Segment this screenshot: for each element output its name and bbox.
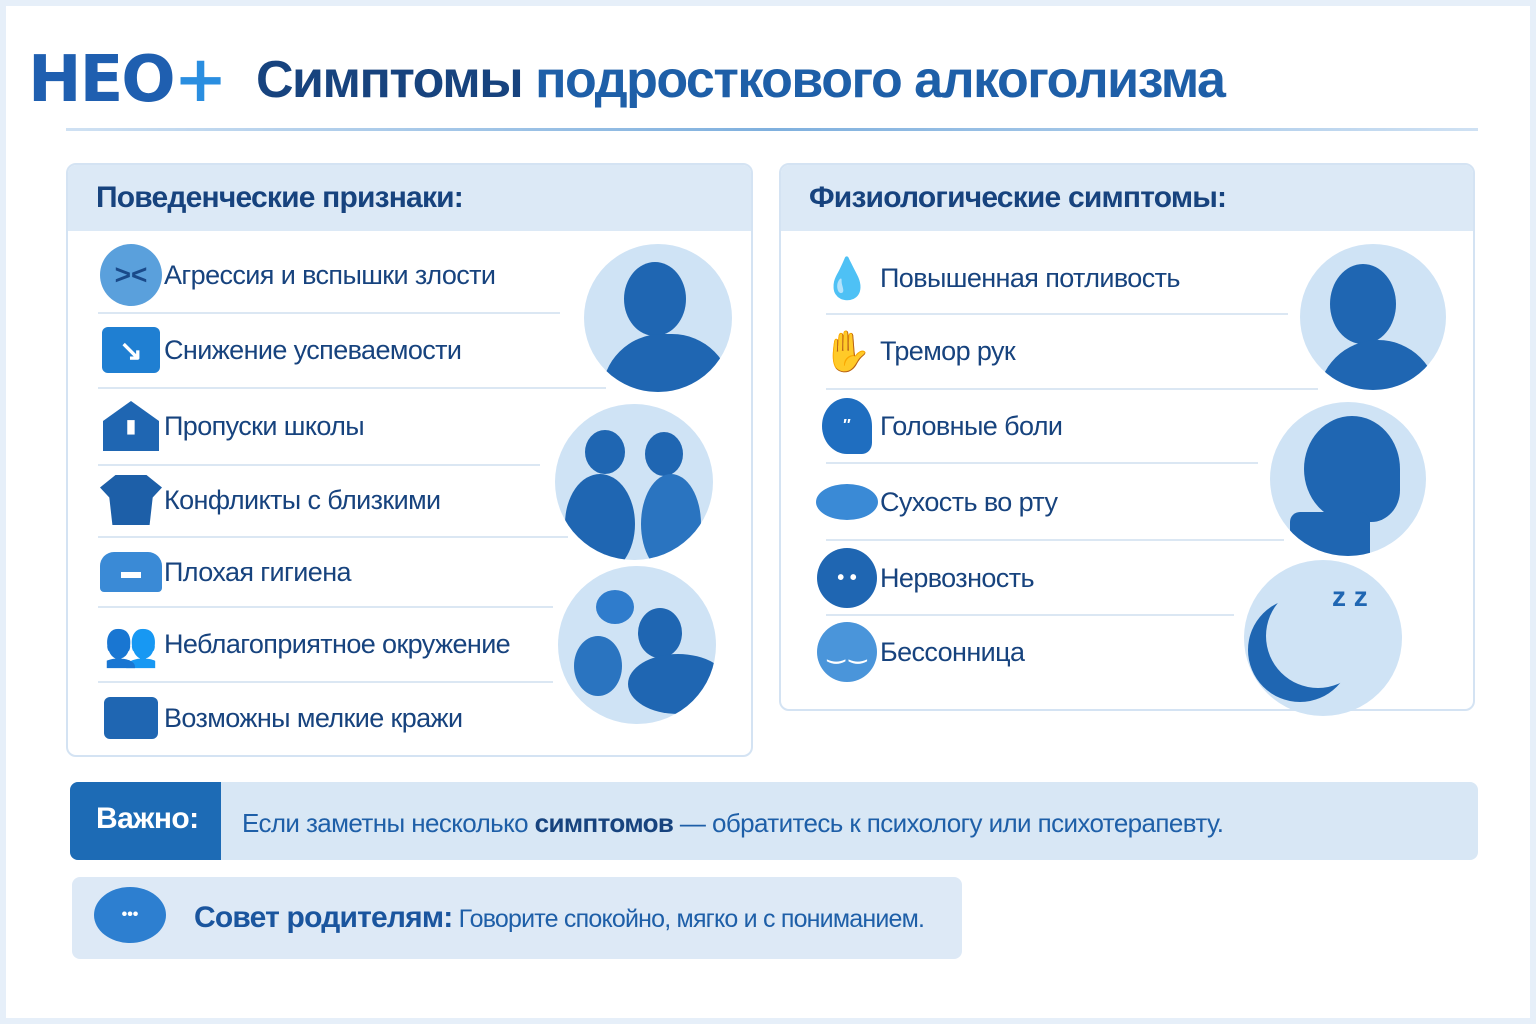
list-item: ✋ Тремор рук	[814, 321, 1016, 381]
divider	[826, 313, 1288, 315]
zzz-icon: z z	[1332, 581, 1368, 612]
list-item: • • Нервозность	[814, 548, 1035, 608]
divider	[98, 464, 540, 466]
list-item: ‿ ‿ Бессонница	[814, 622, 1025, 682]
conflict-illustration	[555, 404, 713, 560]
divider	[826, 462, 1258, 464]
divider	[98, 681, 553, 683]
chat-bubbles-icon: •••	[94, 887, 166, 943]
important-tag: Важно:	[70, 782, 221, 860]
school-icon: ▮	[103, 401, 159, 451]
parent-advice-banner: ••• Совет родителям: Говорите спокойно, …	[72, 877, 962, 959]
sleepy-face-icon: ‿ ‿	[817, 622, 877, 682]
advice-text: Совет родителям: Говорите спокойно, мягк…	[194, 901, 925, 935]
divider	[98, 312, 560, 314]
divider	[98, 606, 553, 608]
logo-plus: +	[173, 43, 228, 117]
list-item: 👥 Неблагоприятное окружение	[98, 614, 511, 674]
important-text-2: — обратитесь к психологу или психотерапе…	[673, 808, 1224, 838]
list-item: Возможны мелкие кражи	[98, 688, 463, 748]
hygiene-icon: ▬	[100, 552, 162, 592]
sweating-person-illustration	[1300, 244, 1446, 390]
headache-illustration	[1270, 402, 1426, 556]
item-label: Неблагоприятное окружение	[164, 628, 511, 659]
advice-body: Говорите спокойно, мягко и с пониманием.	[452, 905, 925, 933]
drops-icon: 💧	[822, 256, 872, 301]
list-item: Сухость во рту	[814, 472, 1058, 532]
item-label: Бессонница	[880, 636, 1025, 667]
list-item: ▬ Плохая гигиена	[98, 542, 352, 602]
shaking-hand-icon: ✋	[822, 329, 872, 374]
page-title: Симптомы подросткового алкоголизма	[256, 50, 1226, 110]
list-item: ↘ Снижение успеваемости	[98, 320, 462, 380]
list-item: >< Агрессия и вспышки злости	[98, 244, 496, 306]
chart-down-icon: ↘	[102, 327, 160, 373]
advice-label: Совет родителям:	[194, 901, 453, 934]
shirt-icon	[100, 475, 162, 525]
divider	[66, 128, 1478, 131]
important-banner: Важно: Если заметны несколько симптомов …	[70, 782, 1478, 860]
wallet-icon	[104, 697, 158, 739]
logo: НЕО+	[28, 48, 227, 112]
item-label: Конфликты с близкими	[164, 484, 441, 515]
item-label: Возможны мелкие кражи	[164, 702, 463, 733]
item-label: Сухость во рту	[880, 486, 1058, 517]
item-label: Нервозность	[880, 562, 1035, 593]
title-part-2: подросткового алкоголизма	[535, 51, 1226, 109]
important-text: Если заметны несколько симптомов — обрат…	[242, 808, 1224, 839]
divider	[826, 539, 1284, 541]
divider	[826, 614, 1234, 616]
list-item: Конфликты с близкими	[98, 470, 441, 530]
divider	[826, 388, 1318, 390]
item-label: Головные боли	[880, 410, 1063, 441]
list-item: ▮ Пропуски школы	[98, 396, 365, 456]
nervous-face-icon: • •	[817, 548, 877, 608]
group-icon: 👥	[103, 620, 159, 669]
important-text-1: Если заметны несколько	[242, 808, 535, 838]
item-label: Пропуски школы	[164, 410, 365, 441]
angry-face-icon: ><	[100, 244, 162, 306]
list-item: 💧 Повышенная потливость	[814, 248, 1180, 308]
divider	[98, 387, 606, 389]
item-label: Плохая гигиена	[164, 556, 352, 587]
insomnia-illustration: z z	[1244, 560, 1402, 716]
teen-illustration	[584, 244, 732, 392]
divider	[98, 536, 568, 538]
item-label: Агрессия и вспышки злости	[164, 259, 496, 290]
lips-icon	[816, 484, 878, 520]
item-label: Повышенная потливость	[880, 262, 1180, 293]
important-text-bold: симптомов	[534, 808, 674, 838]
item-label: Снижение успеваемости	[164, 334, 462, 365]
item-label: Тремор рук	[880, 335, 1016, 366]
title-part-1: Симптомы	[256, 51, 524, 109]
panel-heading: Поведенческие признаки:	[68, 165, 751, 231]
peer-pressure-illustration	[558, 566, 716, 724]
infographic: НЕО+ Симптомы подросткового алкоголизма …	[6, 6, 1530, 1018]
list-item: ″ Головные боли	[814, 396, 1063, 456]
logo-text: НЕО	[28, 43, 176, 117]
head-icon: ″	[822, 398, 872, 454]
panel-heading: Физиологические симптомы:	[781, 165, 1473, 231]
